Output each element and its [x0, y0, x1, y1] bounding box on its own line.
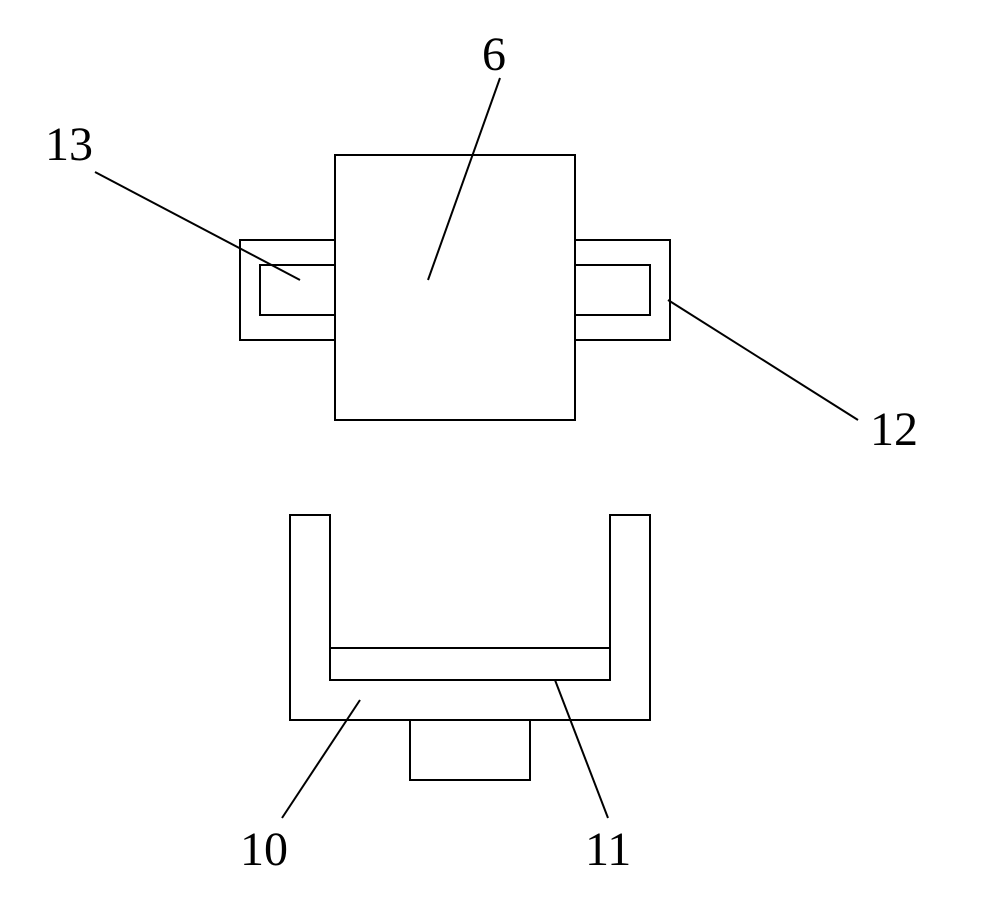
top-right-inner-block	[575, 265, 650, 315]
leader-11	[555, 680, 608, 818]
leader-12	[668, 300, 858, 420]
label-11: 11	[585, 823, 631, 876]
top-main-block	[335, 155, 575, 420]
bottom-u-frame	[290, 515, 650, 720]
label-10: 10	[240, 823, 288, 876]
bottom-horizontal-block	[330, 648, 610, 680]
top-right-outer-block	[575, 240, 670, 340]
label-6: 6	[482, 28, 506, 81]
leader-10	[282, 700, 360, 818]
label-12: 12	[870, 403, 918, 456]
label-13: 13	[45, 118, 93, 171]
leader-6	[428, 78, 500, 280]
leader-13	[95, 172, 300, 280]
bottom-small-block	[410, 720, 530, 780]
top-left-inner-block	[260, 265, 335, 315]
